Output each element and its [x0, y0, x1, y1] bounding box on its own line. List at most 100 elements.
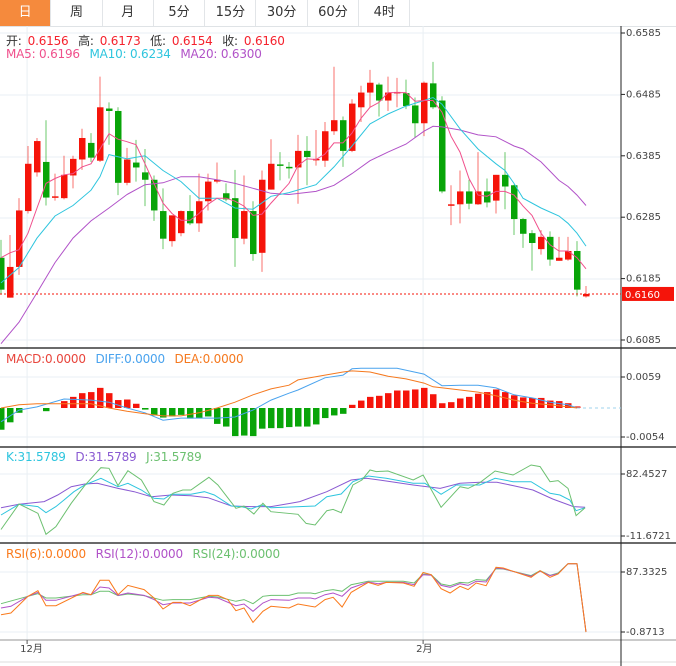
candle-down [142, 172, 149, 180]
candle-down [232, 198, 239, 239]
tab-60min[interactable]: 60分 [308, 0, 360, 26]
candle-up [448, 204, 455, 206]
candle-up [475, 191, 482, 205]
macd-bar-negative [142, 408, 149, 410]
ma5-line [0, 92, 587, 270]
macd-bar-negative [214, 408, 221, 424]
candle-down [106, 108, 113, 111]
macd-bar-positive [439, 403, 446, 408]
candle-up [34, 141, 41, 173]
macd-bar-negative [322, 408, 329, 419]
last-price-label: 0.6160 [625, 290, 660, 301]
candle-down [250, 211, 257, 255]
price-tick-label: 0.6485 [626, 89, 661, 100]
candle-down [547, 236, 554, 260]
macd-bar-positive [349, 404, 356, 408]
macd-bar-positive [520, 397, 527, 408]
candle-down [160, 211, 167, 239]
macd-bar-positive [565, 403, 572, 408]
rsi12-line [0, 563, 587, 633]
low-label: 低: [150, 34, 166, 48]
macd-bar-negative [304, 408, 311, 427]
candle-down [511, 185, 518, 220]
j-value: J:31.5789 [146, 450, 202, 464]
candle-down [520, 219, 527, 234]
rsi-legend: RSI(6):0.0000 RSI(12):0.0000 RSI(24):0.0… [6, 547, 286, 561]
candle-up [196, 201, 203, 224]
macd-bar-negative [43, 408, 50, 412]
macd-bar-positive [421, 387, 428, 408]
macd-bar-positive [124, 399, 131, 408]
macd-bar-positive [556, 401, 563, 408]
macd-bar-positive [358, 400, 365, 408]
candle-up [583, 293, 590, 297]
macd-bar-positive [394, 390, 401, 408]
tab-day[interactable]: 日 [0, 0, 52, 26]
macd-bar-negative [313, 408, 320, 425]
macd-bar-positive [115, 400, 122, 408]
candle-down [115, 110, 122, 183]
macd-bar-negative [178, 408, 185, 415]
candle-down [376, 84, 383, 101]
rsi24-line [0, 563, 587, 633]
macd-bar-positive [385, 393, 392, 408]
candle-up [7, 266, 14, 298]
candle-down [0, 257, 5, 290]
candle-up [205, 181, 212, 202]
macd-bar-positive [367, 396, 374, 408]
ma10-legend: MA10: 0.6234 [89, 47, 171, 61]
macd-bar-positive [79, 393, 86, 408]
candle-down [151, 179, 158, 211]
x-axis-label: 2月 [416, 643, 432, 655]
macd-bar-negative [277, 408, 284, 429]
macd-bar-positive [484, 392, 491, 408]
ma5-legend: MA5: 0.6196 [6, 47, 80, 61]
candle-up [61, 174, 68, 199]
tab-30min[interactable]: 30分 [256, 0, 308, 26]
candle-up [349, 103, 356, 151]
macd-bar-negative [169, 408, 176, 417]
candle-down [286, 166, 293, 169]
candle-down [529, 233, 536, 243]
candle-down [187, 211, 194, 224]
price-tick-label: 0.6185 [626, 274, 661, 285]
candle-up [268, 163, 275, 190]
candle-down [484, 191, 491, 203]
macd-bar-negative [187, 408, 194, 419]
rsi24-value: RSI(24):0.0000 [192, 547, 281, 561]
candle-up [124, 159, 131, 183]
candle-up [493, 174, 500, 201]
dea-value: DEA:0.0000 [174, 352, 244, 366]
macd-bar-negative [259, 408, 266, 429]
macd-bar-positive [547, 400, 554, 408]
d-line [0, 477, 586, 509]
candle-down [403, 93, 410, 107]
kdj-axis-tick-label: 82.4527 [626, 469, 667, 480]
j-line [0, 464, 586, 536]
macd-bar-positive [466, 396, 473, 408]
candle-up [178, 211, 185, 234]
macd-bar-positive [538, 397, 545, 408]
rsi12-value: RSI(12):0.0000 [95, 547, 184, 561]
macd-bar-negative [151, 408, 158, 416]
tab-month[interactable]: 月 [103, 0, 154, 26]
macd-bar-positive [70, 396, 77, 408]
macd-bar-positive [475, 393, 482, 408]
tab-5min[interactable]: 5分 [154, 0, 206, 26]
candle-up [241, 211, 248, 239]
macd-bar-positive [106, 393, 113, 408]
ma20-line [0, 125, 587, 345]
macd-bar-positive [133, 403, 140, 408]
macd-bar-positive [97, 387, 104, 408]
tab-week[interactable]: 周 [51, 0, 103, 26]
kdj-axis-tick-label: -11.6721 [626, 531, 671, 542]
diff-line [0, 367, 578, 423]
high-label: 高: [78, 34, 94, 48]
macd-bar-negative [295, 408, 302, 427]
tab-15min[interactable]: 15分 [205, 0, 257, 26]
macd-bar-negative [241, 408, 248, 436]
candle-down [277, 164, 284, 166]
tab-4hour[interactable]: 4时 [359, 0, 411, 26]
macd-legend: MACD:0.0000 DIFF:0.0000 DEA:0.0000 [6, 352, 249, 366]
